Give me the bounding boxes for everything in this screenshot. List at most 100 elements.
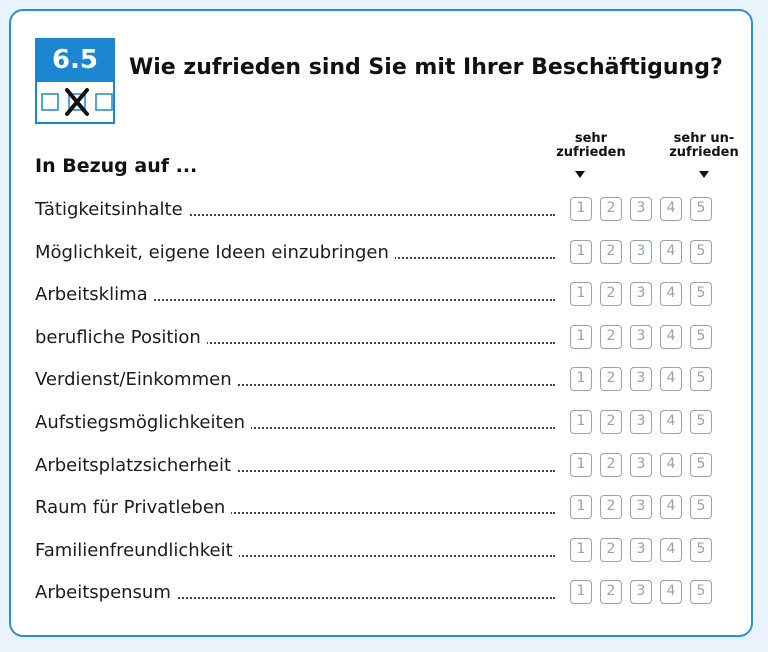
rating-checkbox-2[interactable]: 2 bbox=[600, 240, 622, 264]
scale-right-line2: zufrieden bbox=[669, 145, 739, 160]
rating-checkbox-2[interactable]: 2 bbox=[600, 282, 622, 306]
rating-checkbox-3[interactable]: 3 bbox=[630, 197, 652, 221]
dotted-leader bbox=[35, 597, 555, 599]
question-card: 6.5 Wie zufrieden sind Sie mit Ihrer Bes… bbox=[9, 9, 753, 637]
rating-checkbox-3[interactable]: 3 bbox=[630, 495, 652, 519]
rating-checkbox-3[interactable]: 3 bbox=[630, 282, 652, 306]
rating-checkbox-1[interactable]: 1 bbox=[570, 538, 592, 562]
rating-checkbox-3[interactable]: 3 bbox=[630, 410, 652, 434]
rating-checkbox-2[interactable]: 2 bbox=[600, 580, 622, 604]
scale-right-label: sehr un- zufrieden bbox=[664, 132, 744, 160]
rating-checkbox-1[interactable]: 1 bbox=[570, 367, 592, 391]
rating-checkbox-5[interactable]: 5 bbox=[690, 538, 712, 562]
rating-checkbox-4[interactable]: 4 bbox=[660, 197, 682, 221]
rating-checkbox-1[interactable]: 1 bbox=[570, 580, 592, 604]
rating-checkbox-2[interactable]: 2 bbox=[600, 197, 622, 221]
arrow-down-icon bbox=[575, 171, 585, 178]
scale-left-line1: sehr bbox=[574, 131, 608, 146]
scale-right-line1: sehr un- bbox=[673, 131, 735, 146]
rating-checkbox-4[interactable]: 4 bbox=[660, 410, 682, 434]
rating-checkbox-5[interactable]: 5 bbox=[690, 410, 712, 434]
item-label: Aufstiegsmöglichkeiten bbox=[35, 408, 252, 438]
rating-checkbox-2[interactable]: 2 bbox=[600, 538, 622, 562]
subheading: In Bezug auf ... bbox=[35, 155, 198, 177]
item-label: Tätigkeitsinhalte bbox=[35, 195, 189, 225]
checkbox-example-icon bbox=[35, 82, 115, 124]
item-label: Arbeitsklima bbox=[35, 280, 154, 310]
rating-checkbox-1[interactable]: 1 bbox=[570, 240, 592, 264]
rating-checkbox-1[interactable]: 1 bbox=[570, 453, 592, 477]
rating-checkbox-5[interactable]: 5 bbox=[690, 325, 712, 349]
rating-checkbox-3[interactable]: 3 bbox=[630, 325, 652, 349]
list-item: Arbeitsplatzsicherheit bbox=[35, 451, 555, 481]
list-item: berufliche Position bbox=[35, 323, 555, 353]
rating-checkbox-3[interactable]: 3 bbox=[630, 538, 652, 562]
rating-checkbox-5[interactable]: 5 bbox=[690, 197, 712, 221]
rating-checkbox-2[interactable]: 2 bbox=[600, 495, 622, 519]
rating-checkbox-5[interactable]: 5 bbox=[690, 367, 712, 391]
item-label: Verdienst/Einkommen bbox=[35, 365, 238, 395]
rating-checkbox-5[interactable]: 5 bbox=[690, 453, 712, 477]
item-label: Arbeitspensum bbox=[35, 578, 177, 608]
list-item: Verdienst/Einkommen bbox=[35, 365, 555, 395]
dotted-leader bbox=[35, 299, 555, 301]
item-label: Raum für Privatleben bbox=[35, 493, 232, 523]
scale-left-line2: zufrieden bbox=[556, 145, 626, 160]
question-badge: 6.5 bbox=[35, 38, 115, 124]
rating-checkbox-5[interactable]: 5 bbox=[690, 240, 712, 264]
rating-checkbox-4[interactable]: 4 bbox=[660, 538, 682, 562]
rating-checkbox-4[interactable]: 4 bbox=[660, 367, 682, 391]
rating-checkbox-1[interactable]: 1 bbox=[570, 410, 592, 434]
rating-checkbox-2[interactable]: 2 bbox=[600, 453, 622, 477]
list-item: Aufstiegsmöglichkeiten bbox=[35, 408, 555, 438]
rating-checkbox-3[interactable]: 3 bbox=[630, 367, 652, 391]
item-label: berufliche Position bbox=[35, 323, 207, 353]
rating-checkbox-2[interactable]: 2 bbox=[600, 410, 622, 434]
rating-checkbox-1[interactable]: 1 bbox=[570, 282, 592, 306]
rating-checkbox-4[interactable]: 4 bbox=[660, 282, 682, 306]
dotted-leader bbox=[35, 384, 555, 386]
rating-checkbox-2[interactable]: 2 bbox=[600, 325, 622, 349]
rating-checkbox-4[interactable]: 4 bbox=[660, 325, 682, 349]
rating-checkbox-1[interactable]: 1 bbox=[570, 325, 592, 349]
list-item: Möglichkeit, eigene Ideen einzubringen bbox=[35, 238, 555, 268]
dotted-leader bbox=[35, 512, 555, 514]
rating-checkbox-4[interactable]: 4 bbox=[660, 240, 682, 264]
scale-left-label: sehr zufrieden bbox=[551, 132, 631, 160]
dotted-leader bbox=[35, 342, 555, 344]
rating-checkbox-4[interactable]: 4 bbox=[660, 495, 682, 519]
rating-checkbox-3[interactable]: 3 bbox=[630, 453, 652, 477]
rating-checkbox-2[interactable]: 2 bbox=[600, 367, 622, 391]
item-label: Möglichkeit, eigene Ideen einzubringen bbox=[35, 238, 395, 268]
rating-checkbox-4[interactable]: 4 bbox=[660, 453, 682, 477]
list-item: Raum für Privatleben bbox=[35, 493, 555, 523]
rating-checkbox-3[interactable]: 3 bbox=[630, 240, 652, 264]
dotted-leader bbox=[35, 214, 555, 216]
dotted-leader bbox=[35, 427, 555, 429]
item-label: Arbeitsplatzsicherheit bbox=[35, 451, 237, 481]
rating-checkbox-5[interactable]: 5 bbox=[690, 282, 712, 306]
question-title: Wie zufrieden sind Sie mit Ihrer Beschäf… bbox=[129, 55, 723, 80]
rating-checkbox-3[interactable]: 3 bbox=[630, 580, 652, 604]
arrow-down-icon bbox=[699, 171, 709, 178]
rating-checkbox-4[interactable]: 4 bbox=[660, 580, 682, 604]
list-item: Tätigkeitsinhalte bbox=[35, 195, 555, 225]
list-item: Arbeitsklima bbox=[35, 280, 555, 310]
rating-checkbox-5[interactable]: 5 bbox=[690, 580, 712, 604]
question-number: 6.5 bbox=[35, 38, 115, 82]
rating-checkbox-1[interactable]: 1 bbox=[570, 197, 592, 221]
rating-checkbox-5[interactable]: 5 bbox=[690, 495, 712, 519]
rating-checkbox-1[interactable]: 1 bbox=[570, 495, 592, 519]
dotted-leader bbox=[35, 470, 555, 472]
list-item: Arbeitspensum bbox=[35, 578, 555, 608]
